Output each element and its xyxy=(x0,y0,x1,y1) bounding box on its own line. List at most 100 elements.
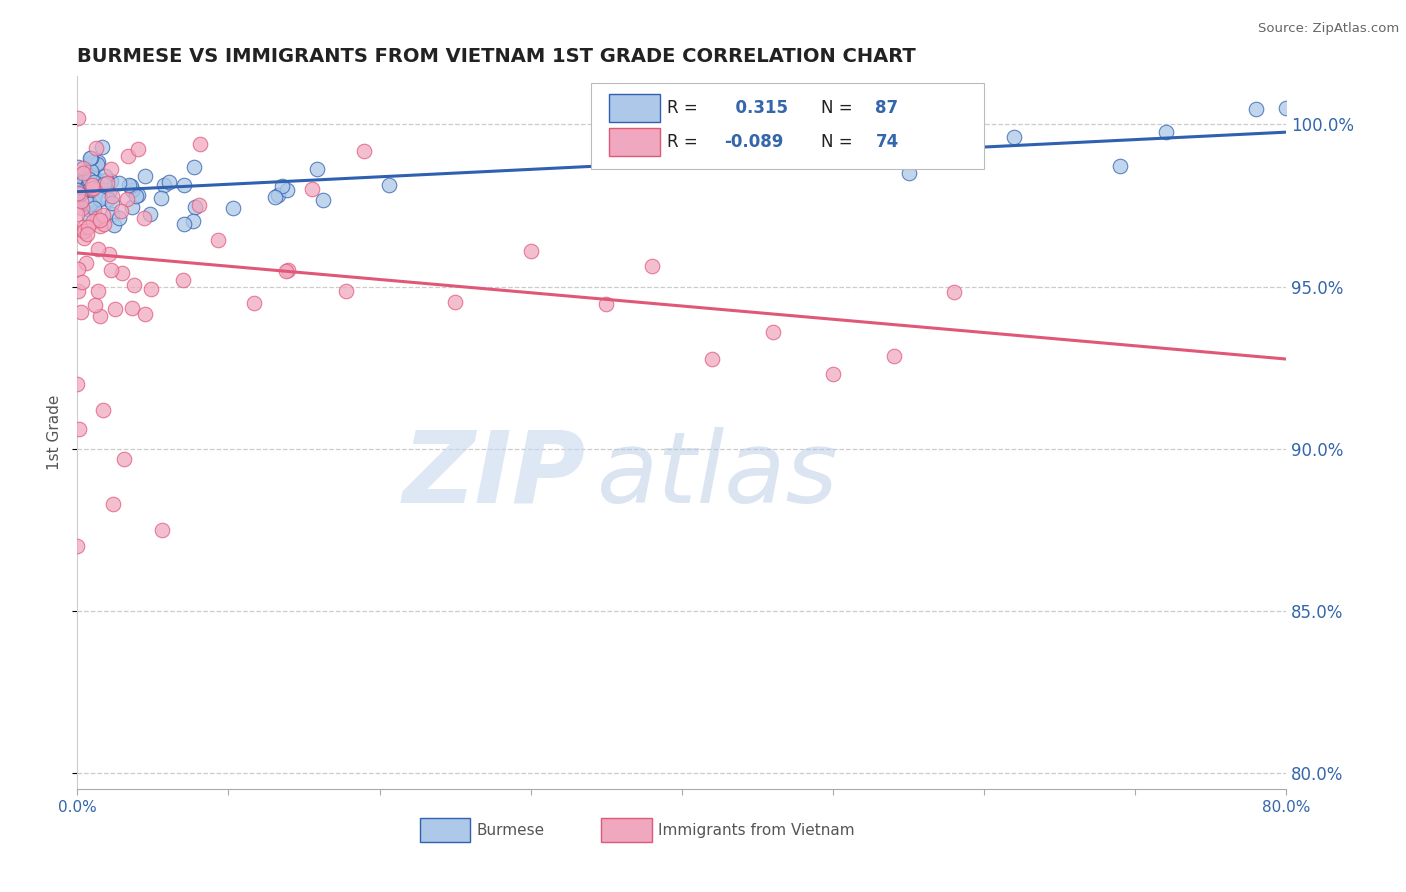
Point xyxy=(353,144,375,158)
Point xyxy=(84,141,107,155)
Point xyxy=(97,192,120,206)
Point xyxy=(184,200,207,214)
Text: atlas: atlas xyxy=(598,427,839,524)
Point xyxy=(82,155,104,169)
Point xyxy=(75,256,97,270)
Point xyxy=(66,376,89,391)
Point xyxy=(67,189,90,203)
Point xyxy=(83,175,105,189)
Point xyxy=(80,152,103,166)
Point xyxy=(312,193,335,207)
Point xyxy=(79,151,101,165)
Point xyxy=(134,211,156,226)
Point xyxy=(91,208,114,222)
Point xyxy=(520,244,543,258)
Point xyxy=(93,217,115,231)
FancyBboxPatch shape xyxy=(609,94,661,122)
Point xyxy=(243,295,266,310)
Point xyxy=(77,220,100,235)
Point xyxy=(150,191,173,205)
Point xyxy=(103,218,125,232)
Point xyxy=(94,169,117,183)
Point xyxy=(1275,101,1298,115)
Point xyxy=(67,168,90,182)
Point xyxy=(150,523,173,537)
Point xyxy=(702,352,724,367)
Point xyxy=(77,202,100,216)
Point xyxy=(117,149,139,163)
Point xyxy=(121,301,143,315)
Text: R =: R = xyxy=(668,133,699,151)
Point xyxy=(100,174,122,188)
Point xyxy=(270,178,292,193)
Text: R =: R = xyxy=(668,99,699,117)
Point xyxy=(108,176,131,190)
Point xyxy=(264,190,287,204)
Point xyxy=(96,176,118,190)
Point xyxy=(187,198,209,212)
Point xyxy=(72,175,94,189)
Point xyxy=(76,178,98,192)
Point xyxy=(83,201,105,215)
Point xyxy=(97,185,120,199)
Point xyxy=(82,194,104,208)
Point xyxy=(1109,159,1132,173)
Point xyxy=(96,189,118,203)
Point xyxy=(86,211,108,226)
Point xyxy=(76,179,98,194)
Point xyxy=(67,422,90,436)
Point xyxy=(111,266,134,280)
Point xyxy=(73,219,96,234)
Point xyxy=(90,190,112,204)
Point xyxy=(73,223,96,237)
Point xyxy=(66,161,89,175)
Point xyxy=(79,172,101,186)
Point xyxy=(66,539,89,553)
FancyBboxPatch shape xyxy=(609,128,661,156)
Point xyxy=(301,182,323,196)
Point xyxy=(112,451,135,466)
Point xyxy=(139,207,162,221)
Point xyxy=(67,186,90,201)
Point xyxy=(82,178,104,192)
Point xyxy=(100,206,122,220)
Point xyxy=(66,284,89,298)
Point xyxy=(76,194,98,208)
Point xyxy=(70,305,93,319)
Point xyxy=(181,214,204,228)
Point xyxy=(80,182,103,196)
Point xyxy=(207,233,229,247)
Point xyxy=(76,227,98,241)
Point xyxy=(66,111,89,125)
Point xyxy=(79,209,101,223)
Point xyxy=(266,187,288,202)
Point xyxy=(1154,125,1177,139)
Point xyxy=(101,195,124,210)
Point xyxy=(93,177,115,191)
Point xyxy=(127,187,149,202)
Point xyxy=(444,295,467,310)
Text: Burmese: Burmese xyxy=(477,822,544,838)
Point xyxy=(122,277,145,292)
Point xyxy=(91,403,114,417)
Point xyxy=(641,259,664,273)
Point xyxy=(120,178,142,193)
Point xyxy=(89,219,111,234)
Point xyxy=(821,368,844,382)
Point xyxy=(70,275,93,289)
Point xyxy=(73,182,96,196)
Point xyxy=(69,186,91,201)
Point xyxy=(72,224,94,238)
Point xyxy=(73,178,96,193)
Point xyxy=(100,189,122,203)
Point xyxy=(86,157,108,171)
Point xyxy=(79,155,101,169)
Point xyxy=(222,201,245,215)
Point xyxy=(82,180,104,194)
Point xyxy=(103,497,125,511)
Point xyxy=(277,263,299,277)
Point xyxy=(83,197,105,211)
Text: N =: N = xyxy=(821,99,852,117)
Point xyxy=(276,183,298,197)
Point xyxy=(159,175,181,189)
